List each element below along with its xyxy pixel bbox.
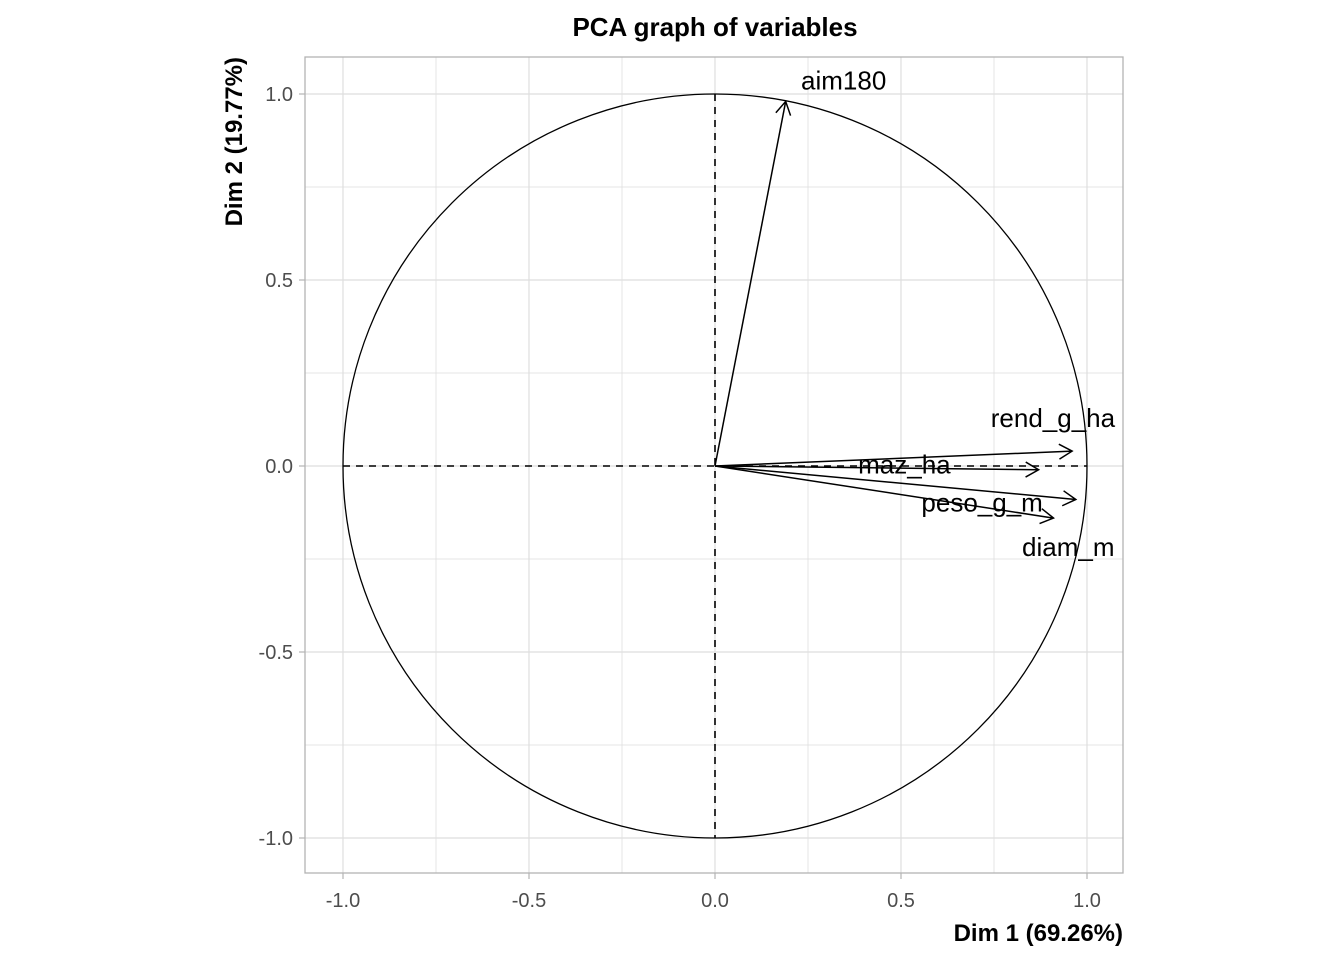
variable-label-peso_g_m: peso_g_m — [921, 487, 1042, 517]
arrow-diam_m — [714, 465, 1054, 519]
chart-title: PCA graph of variables — [572, 12, 857, 42]
panel-border — [304, 56, 1124, 874]
arrowhead-rend_g_ha — [1058, 443, 1074, 460]
y-tick-label: -0.5 — [259, 642, 293, 664]
variable-label-diam_m: diam_m — [1022, 532, 1114, 562]
arrow-peso_g_m — [714, 465, 1076, 501]
x-axis-ticks: -1.0 -0.5 0.0 0.5 1.0 — [326, 873, 1101, 912]
arrowhead-diam_m — [1039, 508, 1056, 525]
x-tick-label: -0.5 — [512, 890, 546, 912]
y-tick-label: 1.0 — [265, 84, 293, 106]
arrowhead-maz_ha — [1025, 461, 1041, 478]
y-axis-title: Dim 2 (19.77%) — [221, 57, 248, 226]
x-tick-label: 1.0 — [1073, 890, 1101, 912]
arrow-aim180 — [714, 101, 787, 467]
variable-label-aim180: aim180 — [801, 65, 886, 95]
variable-labels: aim180 rend_g_ha maz_ha peso_g_m diam_m — [801, 65, 1116, 562]
variable-label-rend_g_ha: rend_g_ha — [991, 403, 1116, 433]
arrow-maz_ha — [714, 465, 1039, 471]
y-tick-label: 0.0 — [265, 456, 293, 478]
reference-lines — [342, 93, 1088, 839]
y-tick-label: -1.0 — [259, 828, 293, 850]
arrow-rend_g_ha — [714, 450, 1073, 467]
variable-arrows — [714, 99, 1078, 525]
variable-label-maz_ha: maz_ha — [858, 450, 951, 480]
x-tick-label: 0.0 — [701, 890, 729, 912]
y-axis-ticks: -1.0 -0.5 0.0 0.5 1.0 — [259, 84, 305, 850]
y-tick-label: 0.5 — [265, 270, 293, 292]
arrowhead-aim180 — [775, 99, 792, 116]
arrowhead-peso_g_m — [1061, 490, 1078, 507]
x-tick-label: -1.0 — [326, 890, 360, 912]
plot-panel — [305, 57, 1123, 873]
x-tick-label: 0.5 — [887, 890, 915, 912]
x-axis-title: Dim 1 (69.26%) — [954, 920, 1123, 947]
